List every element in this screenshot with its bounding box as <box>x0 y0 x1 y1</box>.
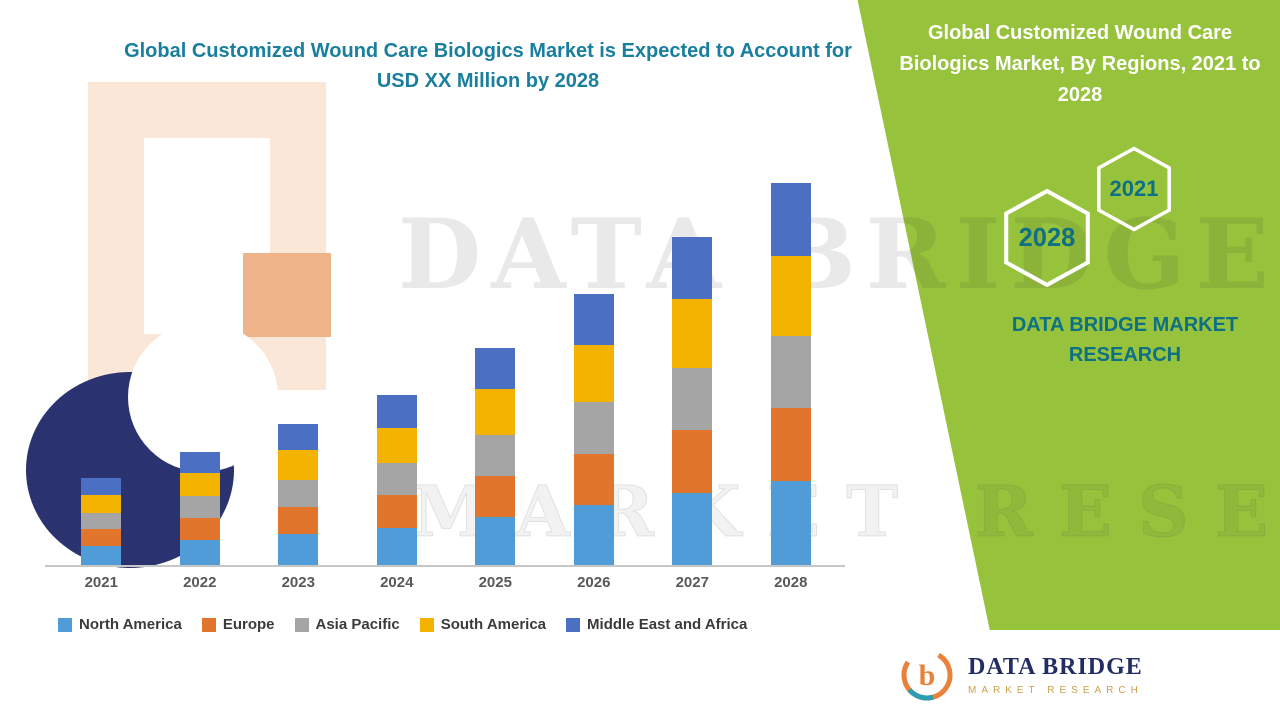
bar-segment-2024 <box>376 463 417 496</box>
bar-segment-2026 <box>573 453 614 505</box>
legend-item: Europe <box>201 616 275 633</box>
bar-column-2026 <box>562 165 626 565</box>
x-axis-label-2021: 2021 <box>84 574 118 591</box>
legend-swatch <box>201 617 216 632</box>
legend-label: Middle East and Africa <box>587 616 748 633</box>
hexagon-2028-label: 2028 <box>1019 224 1076 252</box>
x-axis-label-2023: 2023 <box>281 574 315 591</box>
bar-segment-2024 <box>376 527 417 565</box>
x-axis-label-2026: 2026 <box>577 574 611 591</box>
bar-segment-2022 <box>179 452 220 473</box>
dbmr-logo-box: b DATA BRIDGE MARKET RESEARCH <box>876 630 1280 720</box>
background-logo-frame <box>88 82 326 390</box>
bar-column-2027 <box>660 165 724 565</box>
background-logo-square <box>243 253 331 337</box>
bar-segment-2022 <box>179 472 220 497</box>
bar-segment-2027 <box>672 237 713 299</box>
bar-segment-2023 <box>278 506 319 534</box>
dbmr-logo-icon: b <box>901 649 953 701</box>
bar-column-2024 <box>365 165 429 565</box>
bar-segment-2024 <box>376 495 417 528</box>
right-panel-title: Global Customized Wound Care Biologics M… <box>899 22 1261 106</box>
legend-item: South America <box>419 616 547 633</box>
x-axis-label-2027: 2027 <box>675 574 709 591</box>
bar-segment-2022 <box>179 496 220 519</box>
bar-segment-2021 <box>81 512 122 530</box>
stacked-bar-2023 <box>278 424 319 565</box>
stacked-bar-2026 <box>573 293 614 565</box>
bar-segment-2027 <box>672 367 713 431</box>
bar-segment-2025 <box>475 434 516 477</box>
bar-segment-2027 <box>672 298 713 368</box>
legend-item: Asia Pacific <box>294 616 400 633</box>
legend-swatch <box>58 617 72 632</box>
hexagon-2021: 2021 <box>1097 146 1171 232</box>
legend-swatch <box>566 617 581 632</box>
bar-column-2022 <box>168 165 232 565</box>
bar-segment-2026 <box>573 505 614 565</box>
bar-segment-2022 <box>179 539 220 565</box>
bar-segment-2027 <box>672 430 713 493</box>
bar-segment-2024 <box>376 427 417 464</box>
bar-segment-2023 <box>278 424 319 451</box>
bar-plot <box>52 165 840 565</box>
legend: North America Europe Asia Pacific South Ame… <box>58 616 747 633</box>
bar-segment-2028 <box>770 480 811 565</box>
background-logo-cutout <box>128 322 278 472</box>
stacked-bar-2028 <box>770 182 811 565</box>
stacked-bar-2021 <box>81 478 122 565</box>
chart-title: Global Customized Wound Care Biologics M… <box>124 40 852 92</box>
x-axis-line <box>45 565 845 567</box>
bar-column-2023 <box>266 165 330 565</box>
stacked-bar-2024 <box>376 395 417 565</box>
bar-segment-2025 <box>475 389 516 435</box>
bar-column-2028 <box>759 165 823 565</box>
bar-segment-2026 <box>573 293 614 346</box>
bar-segment-2024 <box>376 395 417 428</box>
bar-segment-2023 <box>278 479 319 507</box>
bar-segment-2025 <box>475 517 516 565</box>
bar-segment-2025 <box>475 476 516 518</box>
x-axis-label-2028: 2028 <box>774 574 808 591</box>
legend-label: North America <box>79 616 182 633</box>
bar-segment-2021 <box>81 494 122 513</box>
hexagon-2028: 2028 <box>1004 188 1090 288</box>
bar-column-2021 <box>69 165 133 565</box>
svg-text:b: b <box>919 659 936 692</box>
bar-segment-2026 <box>573 402 614 454</box>
legend-swatch <box>419 617 434 632</box>
bar-segment-2021 <box>81 478 122 495</box>
stacked-bar-2025 <box>475 347 516 565</box>
stacked-bar-2022 <box>179 452 220 565</box>
x-axis-label-2025: 2025 <box>478 574 512 591</box>
bar-segment-2027 <box>672 492 713 565</box>
legend-swatch <box>294 617 309 632</box>
brand-text: DATA BRIDGE MARKET RESEARCH <box>1011 314 1239 366</box>
bar-column-2025 <box>463 165 527 565</box>
x-axis-label-2022: 2022 <box>183 574 217 591</box>
stacked-bar-2027 <box>672 237 713 565</box>
bar-segment-2028 <box>770 255 811 336</box>
legend-label: Asia Pacific <box>315 616 400 633</box>
legend-label: South America <box>440 616 547 633</box>
hexagon-2021-label: 2021 <box>1110 176 1159 201</box>
bar-segment-2028 <box>770 182 811 256</box>
bar-segment-2022 <box>179 518 220 540</box>
bar-segment-2023 <box>278 450 319 480</box>
bar-segment-2028 <box>770 407 811 481</box>
bar-segment-2025 <box>475 347 516 390</box>
logo-tagline: MARKET RESEARCH <box>968 685 1143 696</box>
x-axis-label-2024: 2024 <box>380 574 414 591</box>
legend-item: Middle East and Africa <box>566 616 747 633</box>
x-axis-labels: 2021 2022 2023 2024 2025 2026 2027 2028 <box>52 574 840 591</box>
logo-wordmark: DATA BRIDGE <box>968 654 1143 680</box>
bar-segment-2023 <box>278 533 319 565</box>
bar-segment-2021 <box>81 529 122 546</box>
legend-item: North America <box>58 616 182 633</box>
legend-label: Europe <box>222 616 275 633</box>
bar-segment-2021 <box>81 545 122 565</box>
bar-segment-2026 <box>573 345 614 403</box>
bar-segment-2028 <box>770 335 811 408</box>
